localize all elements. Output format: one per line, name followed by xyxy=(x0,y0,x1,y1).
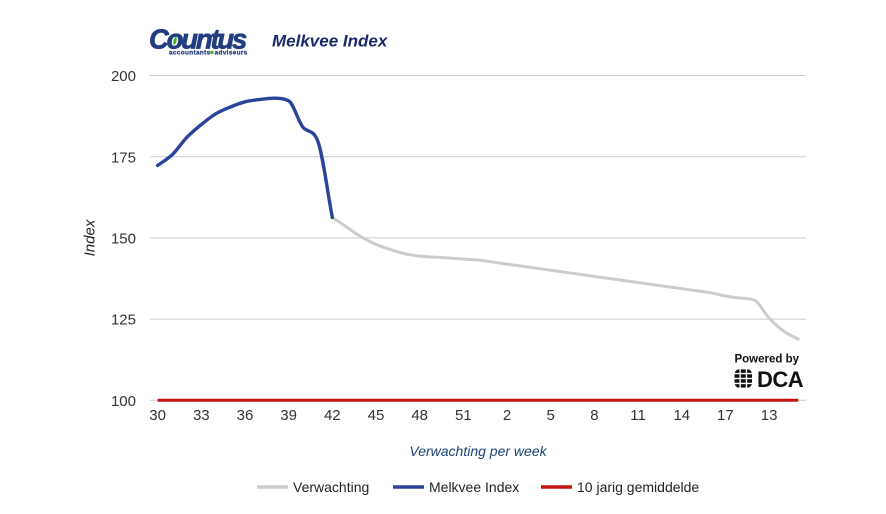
svg-text:14: 14 xyxy=(673,407,690,424)
svg-text:accountants: accountants xyxy=(169,50,211,57)
svg-text:48: 48 xyxy=(411,407,428,424)
svg-text:Countus: Countus xyxy=(149,24,247,55)
svg-text:8: 8 xyxy=(590,407,598,424)
svg-text:DCA: DCA xyxy=(757,367,804,392)
svg-text:36: 36 xyxy=(237,407,254,424)
svg-text:125: 125 xyxy=(111,312,136,329)
svg-text:Melkvee Index: Melkvee Index xyxy=(429,479,519,495)
svg-text:2: 2 xyxy=(503,407,511,424)
svg-text:Melkvee Index: Melkvee Index xyxy=(272,32,389,51)
svg-text:Verwachting: Verwachting xyxy=(293,479,369,495)
svg-text:45: 45 xyxy=(368,407,385,424)
svg-text:150: 150 xyxy=(111,231,136,248)
svg-text:33: 33 xyxy=(193,407,210,424)
svg-text:Verwachting per week: Verwachting per week xyxy=(409,443,547,459)
svg-text:51: 51 xyxy=(455,407,472,424)
svg-text:100: 100 xyxy=(111,393,136,410)
svg-text:200: 200 xyxy=(111,68,136,85)
svg-text:30: 30 xyxy=(149,407,166,424)
svg-text:adviseurs: adviseurs xyxy=(215,50,248,57)
svg-text:11: 11 xyxy=(630,407,646,424)
svg-text:5: 5 xyxy=(547,407,555,424)
svg-text:13: 13 xyxy=(761,407,778,424)
svg-text:Index: Index xyxy=(82,219,99,256)
svg-text:Powered by: Powered by xyxy=(734,354,799,366)
svg-text:17: 17 xyxy=(717,407,734,424)
svg-text:10 jarig gemiddelde: 10 jarig gemiddelde xyxy=(577,479,699,495)
svg-text:42: 42 xyxy=(324,407,341,424)
svg-text:39: 39 xyxy=(280,407,297,424)
svg-text:175: 175 xyxy=(111,149,136,166)
